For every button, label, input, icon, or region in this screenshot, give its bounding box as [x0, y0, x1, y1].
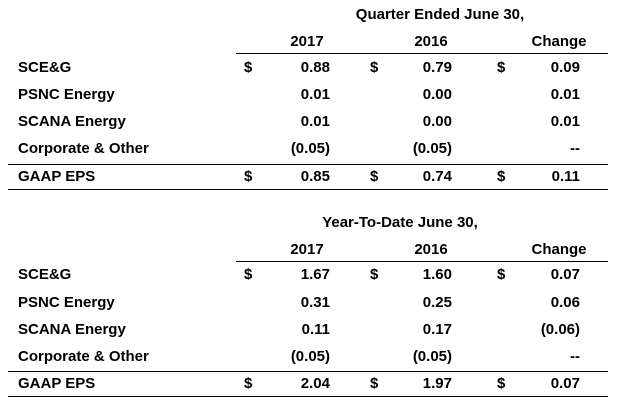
row-label: SCE&G	[18, 266, 72, 283]
value-change: (0.06)	[540, 321, 580, 338]
quarter-header-2017: 2017	[290, 33, 324, 50]
dollar-change: $	[497, 168, 506, 185]
value-2017: 2.04	[300, 375, 330, 392]
dollar-2017: $	[244, 266, 253, 283]
ytd-header-change: Change	[531, 241, 587, 258]
value-2017: (0.05)	[290, 140, 330, 157]
value-2016: 0.74	[422, 168, 452, 185]
value-2016: 1.60	[422, 266, 452, 283]
dollar-change: $	[497, 375, 506, 392]
dollar-2016: $	[370, 59, 379, 76]
value-change: 0.06	[550, 294, 580, 311]
value-2017: 1.67	[300, 266, 330, 283]
ytd-header-2016: 2016	[414, 241, 448, 258]
value-2017: 0.11	[301, 321, 330, 338]
quarter-header-change: Change	[531, 33, 587, 50]
quarter-row: PSNC Energy 0.01 0.00 0.01	[0, 86, 624, 108]
row-label: Corporate & Other	[18, 348, 149, 365]
quarter-total-rule-top	[8, 164, 608, 165]
value-change: 0.07	[550, 266, 580, 283]
quarter-row: Corporate & Other (0.05) (0.05) --	[0, 140, 624, 162]
value-change: --	[570, 348, 580, 365]
ytd-row: Corporate & Other (0.05) (0.05) --	[0, 348, 624, 370]
ytd-total-rule-bottom	[8, 396, 608, 397]
quarter-total-rule-bottom	[8, 189, 608, 190]
value-2016: 0.17	[422, 321, 452, 338]
value-2016: 1.97	[422, 375, 452, 392]
value-2016: 0.25	[422, 294, 452, 311]
value-2017: (0.05)	[290, 348, 330, 365]
ytd-row: GAAP EPS $2.04 $1.97 $0.07	[0, 375, 624, 397]
row-label: Corporate & Other	[18, 140, 149, 157]
value-change: --	[570, 140, 580, 157]
quarter-row: SCANA Energy 0.01 0.00 0.01	[0, 113, 624, 135]
value-change: 0.01	[550, 86, 580, 103]
row-label: PSNC Energy	[18, 86, 115, 103]
value-2016: 0.00	[422, 86, 452, 103]
value-2017: 0.01	[300, 113, 330, 130]
ytd-row: SCANA Energy 0.11 0.17 (0.06)	[0, 321, 624, 343]
value-2017: 0.01	[300, 86, 330, 103]
value-2016: 0.79	[422, 59, 452, 76]
quarter-title: Quarter Ended June 30,	[355, 6, 525, 23]
value-change: 0.11	[551, 168, 580, 185]
value-2017: 0.88	[300, 59, 330, 76]
dollar-2016: $	[370, 375, 379, 392]
row-label: PSNC Energy	[18, 294, 115, 311]
ytd-total-rule-top	[8, 371, 608, 372]
dollar-change: $	[497, 266, 506, 283]
ytd-row: PSNC Energy 0.31 0.25 0.06	[0, 294, 624, 316]
value-change: 0.07	[550, 375, 580, 392]
quarter-header-2016: 2016	[414, 33, 448, 50]
dollar-2017: $	[244, 59, 253, 76]
ytd-header-rule	[236, 261, 608, 262]
quarter-header-rule	[236, 53, 608, 54]
value-2016: 0.00	[422, 113, 452, 130]
value-change: 0.01	[550, 113, 580, 130]
dollar-2016: $	[370, 168, 379, 185]
row-label: SCANA Energy	[18, 321, 126, 338]
value-2017: 0.31	[300, 294, 330, 311]
quarter-row: GAAP EPS $0.85 $0.74 $0.11	[0, 168, 624, 190]
ytd-title: Year-To-Date June 30,	[322, 214, 478, 231]
row-label: SCE&G	[18, 59, 72, 76]
ytd-row: SCE&G $1.67 $1.60 $0.07	[0, 266, 624, 288]
quarter-row: SCE&G $0.88 $0.79 $0.09	[0, 59, 624, 81]
value-2017: 0.85	[300, 168, 330, 185]
dollar-2016: $	[370, 266, 379, 283]
value-2016: (0.05)	[412, 140, 452, 157]
dollar-change: $	[497, 59, 506, 76]
row-label: GAAP EPS	[18, 168, 96, 185]
row-label: GAAP EPS	[18, 375, 96, 392]
value-change: 0.09	[550, 59, 580, 76]
value-2016: (0.05)	[412, 348, 452, 365]
row-label: SCANA Energy	[18, 113, 126, 130]
dollar-2017: $	[244, 168, 253, 185]
ytd-header-2017: 2017	[290, 241, 324, 258]
dollar-2017: $	[244, 375, 253, 392]
